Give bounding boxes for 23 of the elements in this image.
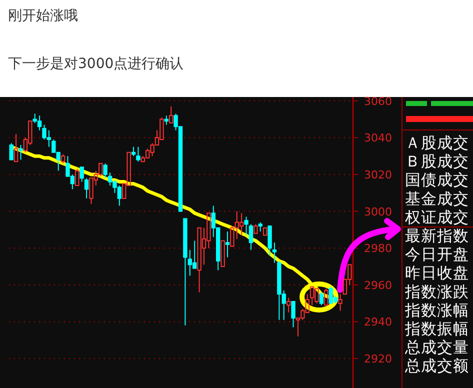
y-tick-label: 2980: [364, 242, 392, 256]
text: 昨日收盘: [405, 264, 469, 282]
y-tick-label: 2960: [364, 278, 392, 292]
text: 权证成交: [404, 208, 469, 226]
chart-title: 刚开始涨哦: [8, 8, 78, 24]
text: 指数涨跌: [404, 282, 469, 301]
y-tick-label: 3040: [364, 132, 392, 145]
text: 国债成交: [405, 171, 469, 190]
text: 基金成交: [405, 190, 469, 208]
text: Ａ股成交: [405, 134, 469, 152]
y-tick-label: 3060: [364, 94, 392, 108]
text: Ｂ股成交: [405, 152, 469, 171]
text: 总成交量: [404, 338, 469, 357]
text: 指数涨幅: [404, 301, 469, 320]
text: 今日开盘: [405, 246, 469, 264]
chart-subtitle: 下一步是对3000点进行确认: [8, 56, 184, 72]
y-tick-label: 2920: [364, 352, 392, 366]
text: 指数振幅: [404, 320, 469, 338]
text: 总成交额: [404, 357, 469, 376]
y-tick-label: 3020: [364, 168, 392, 182]
y-tick-label: 2940: [364, 316, 392, 329]
text: 最新指数: [405, 227, 469, 245]
y-tick-label: 3000: [364, 205, 392, 218]
